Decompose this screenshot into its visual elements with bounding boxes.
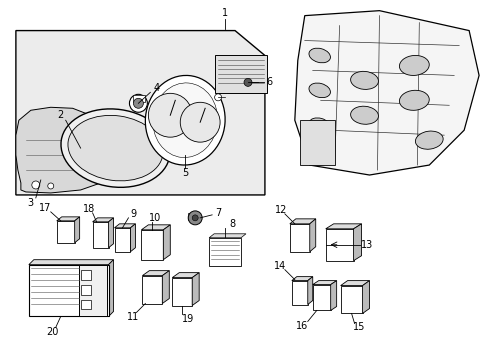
Ellipse shape <box>61 109 170 187</box>
Ellipse shape <box>308 48 330 63</box>
Polygon shape <box>16 107 118 193</box>
Polygon shape <box>29 260 113 265</box>
Polygon shape <box>16 31 264 195</box>
Ellipse shape <box>415 131 442 149</box>
Text: 8: 8 <box>228 219 235 229</box>
Text: 7: 7 <box>215 208 221 218</box>
Circle shape <box>133 98 143 108</box>
Ellipse shape <box>308 83 330 98</box>
Circle shape <box>129 94 147 112</box>
Bar <box>81 285 90 294</box>
Text: 2: 2 <box>58 110 64 120</box>
Polygon shape <box>57 217 80 221</box>
Text: 19: 19 <box>182 314 194 324</box>
Bar <box>209 238 241 266</box>
Polygon shape <box>114 224 135 228</box>
Polygon shape <box>108 260 113 316</box>
Text: 5: 5 <box>182 168 188 178</box>
Text: 9: 9 <box>130 209 136 219</box>
Polygon shape <box>172 278 192 306</box>
Polygon shape <box>108 218 113 248</box>
Polygon shape <box>130 224 135 252</box>
Polygon shape <box>325 229 353 261</box>
Ellipse shape <box>350 71 378 89</box>
Ellipse shape <box>308 118 330 132</box>
Text: 16: 16 <box>295 321 307 332</box>
Circle shape <box>48 183 54 189</box>
Text: 20: 20 <box>46 327 59 337</box>
Polygon shape <box>172 273 199 278</box>
Ellipse shape <box>399 55 428 76</box>
Ellipse shape <box>399 90 428 110</box>
Polygon shape <box>162 271 169 303</box>
Polygon shape <box>75 217 80 243</box>
Ellipse shape <box>68 116 163 181</box>
Text: 4: 4 <box>153 84 159 93</box>
Polygon shape <box>325 224 361 229</box>
Bar <box>215 55 266 93</box>
Polygon shape <box>92 218 113 222</box>
Polygon shape <box>114 228 130 252</box>
Polygon shape <box>141 230 163 260</box>
Polygon shape <box>312 285 330 310</box>
Text: 3: 3 <box>28 198 34 208</box>
Ellipse shape <box>145 76 224 165</box>
Polygon shape <box>340 280 369 285</box>
Polygon shape <box>353 224 361 261</box>
Polygon shape <box>362 280 369 314</box>
Bar <box>79 265 106 316</box>
Polygon shape <box>309 219 315 252</box>
Text: 12: 12 <box>274 205 286 215</box>
Polygon shape <box>163 225 170 260</box>
Bar <box>188 213 198 220</box>
Bar <box>133 95 145 102</box>
Ellipse shape <box>153 83 217 158</box>
Circle shape <box>148 93 192 137</box>
Polygon shape <box>142 276 162 303</box>
Text: 18: 18 <box>82 204 95 214</box>
Polygon shape <box>142 271 169 276</box>
Polygon shape <box>307 276 312 305</box>
Polygon shape <box>289 219 315 224</box>
Polygon shape <box>209 234 245 238</box>
Text: 11: 11 <box>127 312 139 323</box>
Text: 1: 1 <box>222 8 228 18</box>
Circle shape <box>244 78 251 86</box>
Circle shape <box>214 94 221 101</box>
Circle shape <box>32 181 40 189</box>
Ellipse shape <box>350 106 378 124</box>
Bar <box>81 300 90 310</box>
Text: 17: 17 <box>39 203 51 213</box>
Text: 14: 14 <box>273 261 285 271</box>
Polygon shape <box>92 222 108 248</box>
Polygon shape <box>57 221 75 243</box>
Polygon shape <box>289 224 309 252</box>
Polygon shape <box>291 276 312 280</box>
Circle shape <box>188 211 202 225</box>
Text: 15: 15 <box>353 323 365 332</box>
Polygon shape <box>294 11 478 175</box>
Bar <box>299 120 334 165</box>
Text: 10: 10 <box>149 213 161 223</box>
Text: 13: 13 <box>361 240 373 250</box>
Bar <box>81 270 90 280</box>
Circle shape <box>192 215 198 221</box>
Polygon shape <box>141 225 170 230</box>
Polygon shape <box>340 285 362 314</box>
Bar <box>29 265 108 316</box>
Polygon shape <box>291 280 307 305</box>
Circle shape <box>180 102 220 142</box>
Polygon shape <box>312 280 336 285</box>
Text: 6: 6 <box>266 77 272 87</box>
Polygon shape <box>192 273 199 306</box>
Polygon shape <box>330 280 336 310</box>
